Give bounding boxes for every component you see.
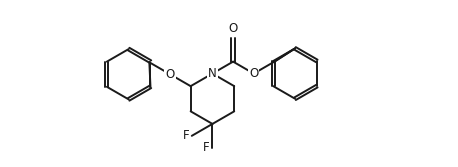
Text: O: O [165, 68, 174, 81]
Text: O: O [229, 22, 238, 35]
Text: F: F [182, 129, 189, 142]
Text: N: N [208, 67, 217, 80]
Text: O: O [249, 67, 258, 80]
Text: F: F [203, 141, 210, 154]
